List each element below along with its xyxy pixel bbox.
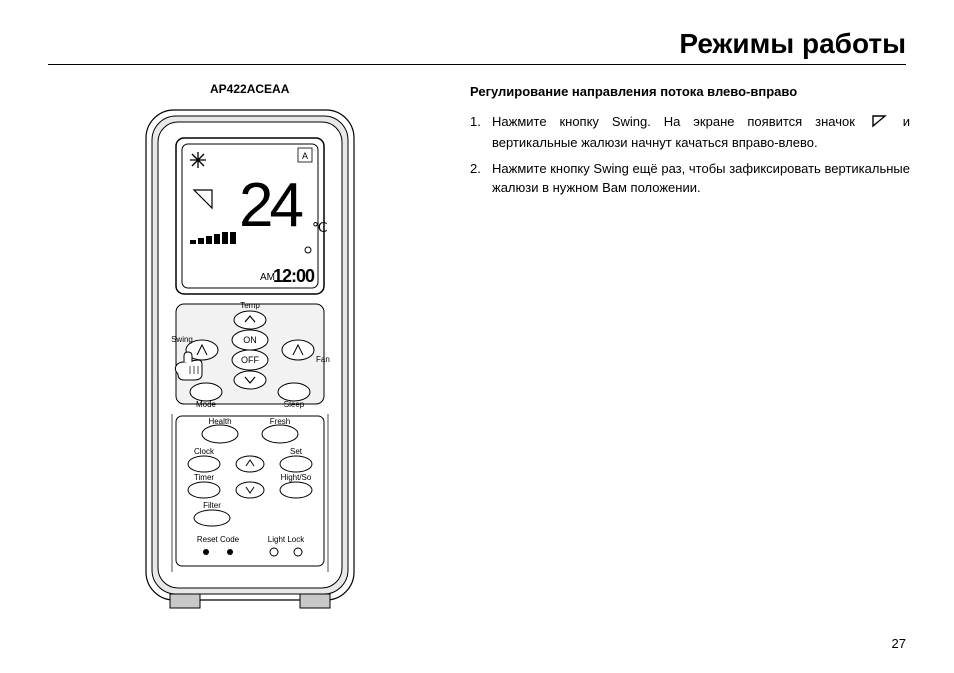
svg-text:Health: Health [208, 417, 231, 426]
section-title: Регулирование направления потока влево-в… [470, 82, 910, 102]
svg-text:Set: Set [290, 447, 303, 456]
svg-text:Clock: Clock [194, 447, 215, 456]
svg-text:Fan: Fan [316, 355, 330, 364]
title-rule [48, 64, 906, 65]
svg-text:Hight/So: Hight/So [281, 473, 312, 482]
page-number: 27 [892, 636, 906, 651]
list-item: 2. Нажмите кнопку Swing ещё раз, чтобы з… [470, 159, 910, 198]
svg-text:Swing: Swing [171, 335, 193, 344]
lcd-temp: 24 [239, 171, 302, 240]
svg-text:Fresh: Fresh [270, 417, 290, 426]
svg-text:Temp: Temp [240, 301, 260, 310]
svg-text:Filter: Filter [203, 501, 221, 510]
svg-text:Mode: Mode [196, 400, 217, 409]
list-item: 1. Нажмите кнопку Swing. На экране появи… [470, 112, 910, 153]
item-number: 2. [470, 159, 481, 179]
svg-text:Timer: Timer [194, 473, 214, 482]
svg-text:Sleep: Sleep [284, 400, 305, 409]
item-text-pre: Нажмите кнопку Swing. На экране появится… [492, 114, 855, 129]
page-title: Режимы работы [679, 28, 906, 60]
snowflake-icon [190, 152, 206, 168]
off-button: OFF [241, 355, 259, 365]
svg-text:Reset Code: Reset Code [197, 535, 240, 544]
on-button: ON [243, 335, 257, 345]
svg-text:Light Lock: Light Lock [268, 535, 305, 544]
swing-glyph-icon [871, 114, 887, 134]
item-number: 1. [470, 112, 481, 132]
model-label: AP422ACEAA [210, 82, 289, 96]
remote-illustration: A 24 ℃ AM 12:00 Temp ON O [140, 104, 360, 614]
lcd-clock: 12:00 [273, 266, 315, 286]
lcd-unit: ℃ [312, 219, 328, 235]
item-text: Нажмите кнопку Swing ещё раз, чтобы зафи… [492, 161, 910, 196]
svg-text:A: A [302, 151, 308, 161]
instructions-column: Регулирование направления потока влево-в… [470, 82, 910, 204]
